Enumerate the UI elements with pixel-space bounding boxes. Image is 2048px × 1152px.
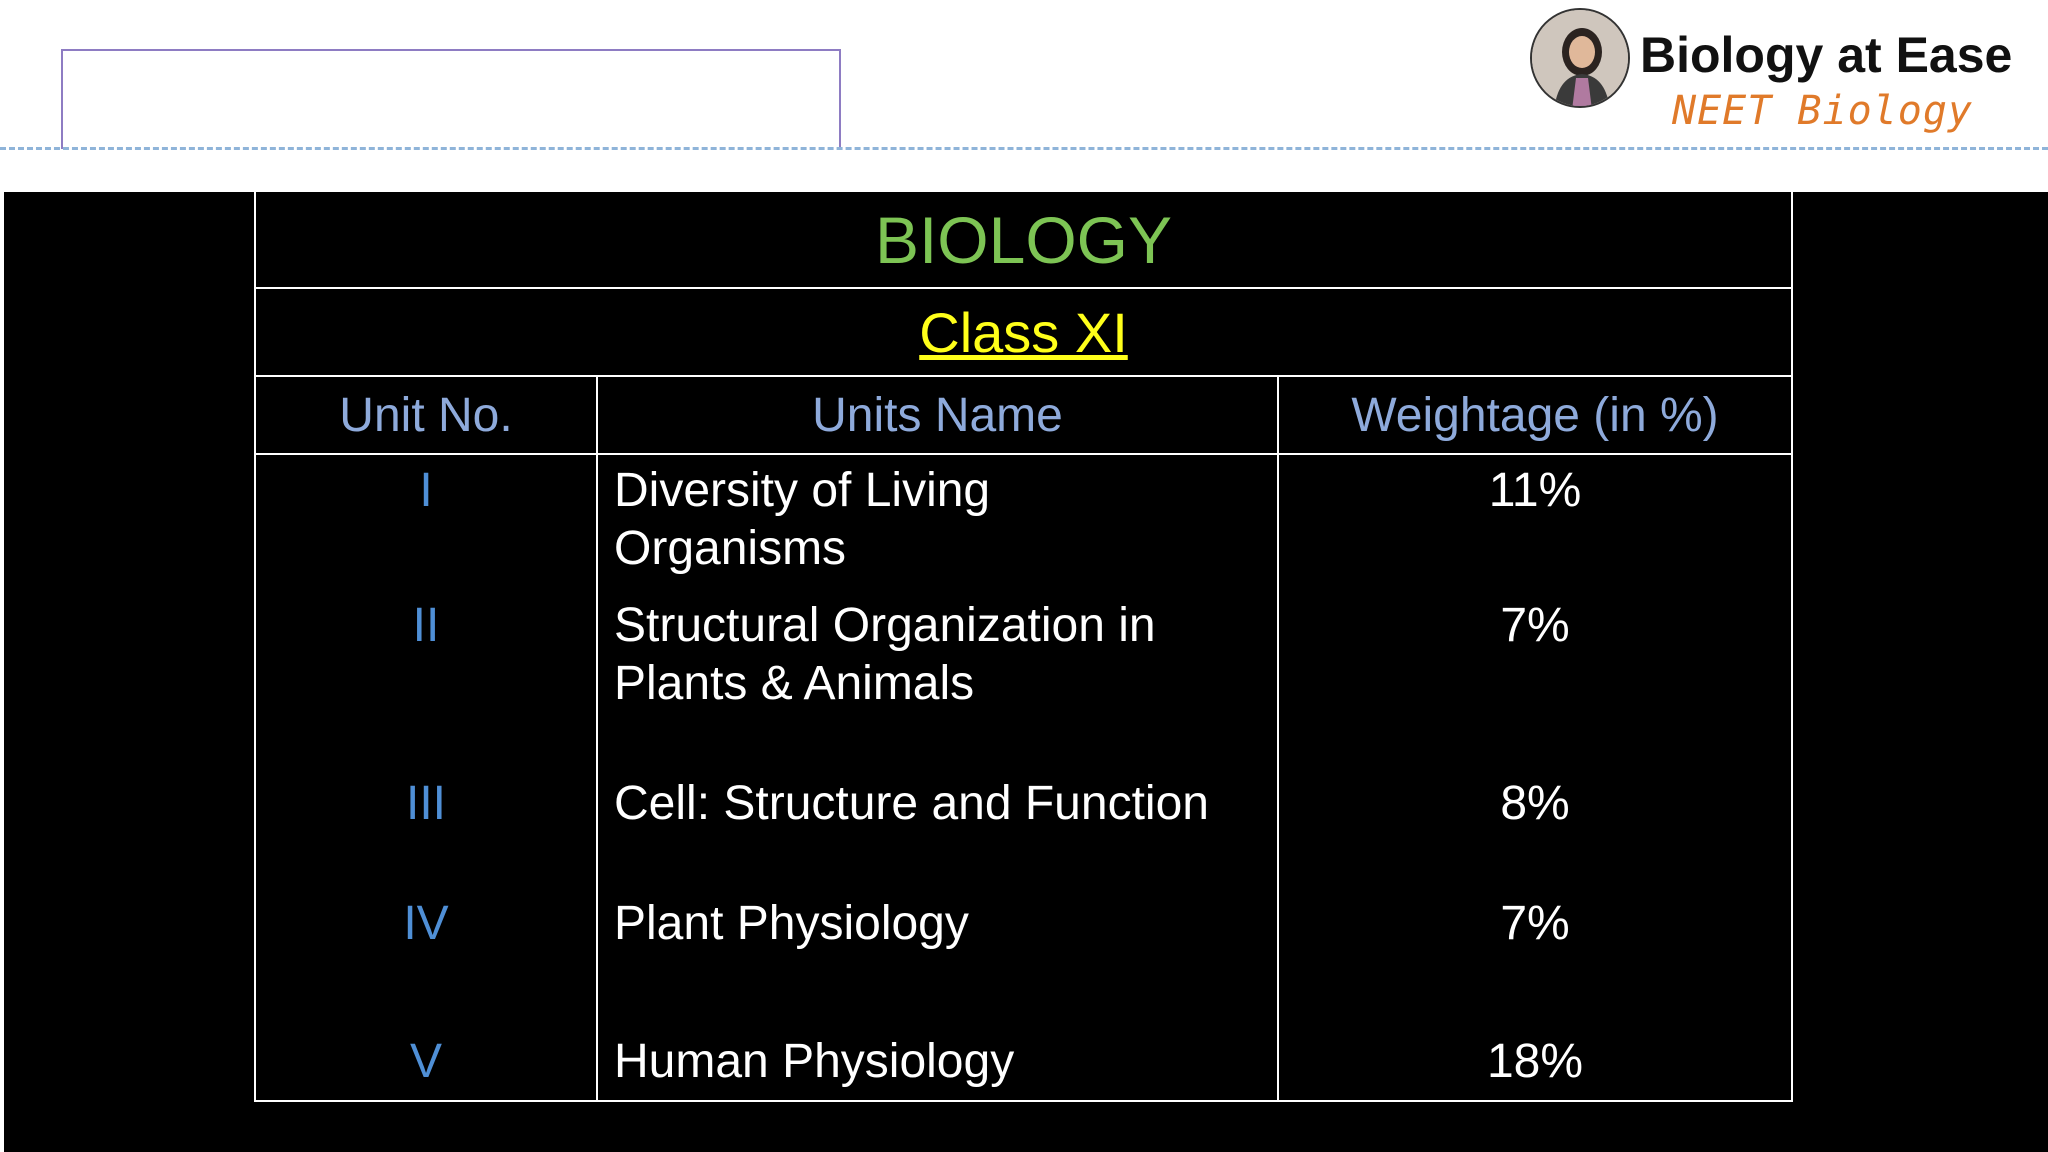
unit-name-line: Plant Physiology: [614, 897, 969, 950]
column-header-unit-no: Unit No.: [254, 375, 598, 455]
table-title: BIOLOGY: [254, 190, 1793, 289]
class-label: Class XI: [919, 300, 1128, 364]
unit-name-line: Organisms: [614, 522, 847, 575]
weightage-value: 8%: [1500, 777, 1570, 830]
unit-column: I II III IV V: [254, 453, 598, 1102]
column-header-weightage: Weightage (in %): [1277, 375, 1793, 455]
brand-subtitle: NEET Biology: [1672, 88, 1973, 134]
column-header-units-name: Units Name: [596, 375, 1279, 455]
unit-name-line: Plants & Animals: [614, 657, 975, 710]
unit-name-line: Diversity of Living: [614, 464, 991, 517]
avatar: [1530, 8, 1630, 108]
class-label-cell: Class XI: [254, 287, 1793, 377]
person-photo-icon: [1532, 10, 1628, 106]
unit-number: IV: [403, 897, 449, 950]
title-placeholder-box: [61, 49, 841, 149]
unit-name-line: Human Physiology: [614, 1035, 1015, 1088]
unit-name-line: Cell: Structure and Function: [614, 777, 1209, 830]
weightage-value: 11%: [1488, 464, 1582, 517]
units-name-column: Diversity of Living Organisms Structural…: [596, 453, 1279, 1102]
unit-number: V: [409, 1035, 442, 1088]
weightage-value: 7%: [1500, 897, 1570, 950]
unit-number: II: [412, 599, 440, 652]
unit-number: III: [405, 777, 446, 830]
weightage-value: 18%: [1486, 1035, 1584, 1088]
header-divider: [0, 147, 2048, 150]
brand-title: Biology at Ease: [1640, 27, 2013, 83]
syllabus-table: BIOLOGY Class XI Unit No. Units Name Wei…: [254, 190, 1793, 1102]
weightage-value: 7%: [1500, 599, 1570, 652]
unit-number: I: [419, 464, 433, 517]
unit-name-line: Structural Organization in: [614, 599, 1156, 652]
weightage-column: 11% 7% 8% 7% 18%: [1277, 453, 1793, 1102]
